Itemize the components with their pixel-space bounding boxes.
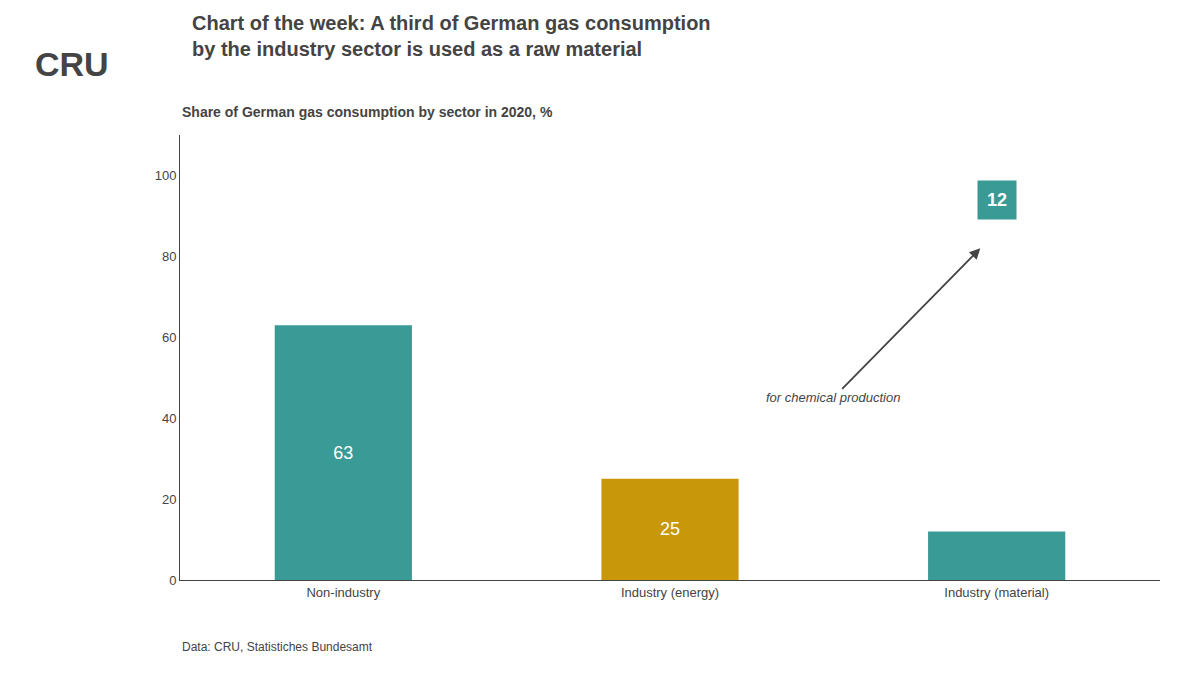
svg-text:100: 100 [155, 168, 177, 183]
svg-text:Non-industry: Non-industry [306, 585, 380, 600]
svg-text:Share of German gas consumptio: Share of German gas consumption by secto… [182, 104, 553, 120]
svg-text:Data: CRU, Statistiches Bundes: Data: CRU, Statistiches Bundesamt [182, 640, 373, 654]
svg-text:20: 20 [162, 492, 176, 507]
svg-text:25: 25 [660, 519, 680, 539]
svg-text:60: 60 [162, 330, 176, 345]
svg-text:80: 80 [162, 249, 176, 264]
svg-text:Industry (material): Industry (material) [944, 585, 1049, 600]
svg-text:for chemical production: for chemical production [766, 390, 900, 405]
svg-text:Industry (energy): Industry (energy) [621, 585, 719, 600]
svg-text:63: 63 [333, 443, 353, 463]
svg-text:40: 40 [162, 411, 176, 426]
svg-text:Chart of the week: A third of: Chart of the week: A third of German gas… [192, 12, 711, 60]
svg-text:12: 12 [987, 190, 1007, 210]
svg-text:0: 0 [169, 573, 176, 588]
svg-text:CRU: CRU [35, 45, 109, 83]
